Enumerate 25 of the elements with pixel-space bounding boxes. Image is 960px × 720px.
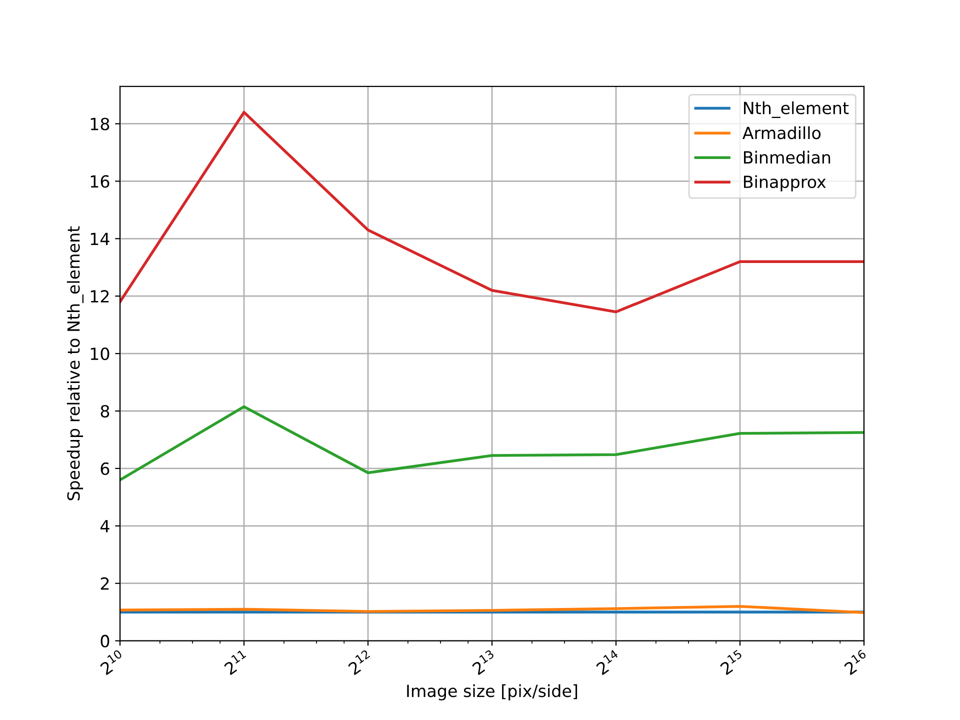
y-tick-label: 14	[90, 232, 110, 245]
line-series	[120, 405, 864, 482]
y-axis-title: Speedup relative to Nth_element	[66, 226, 84, 500]
y-tick-label: 12	[90, 290, 109, 302]
legend-label: Armadillo	[742, 126, 821, 140]
x-tick-label: 2$^{14}$	[594, 649, 622, 676]
x-tick-label: 2$^{16}$	[842, 649, 870, 676]
legend-label: Binmedian	[744, 150, 830, 164]
legend-label: Nth_element	[744, 101, 849, 118]
y-tick-label: 4	[100, 520, 110, 532]
x-tick-label: 2$^{12}$	[346, 649, 374, 676]
x-tick-label: 2$^{11}$	[222, 650, 250, 676]
x-tick-label: 2$^{10}$	[98, 649, 126, 676]
y-tick-label: 10	[90, 348, 110, 360]
line-series	[120, 604, 864, 614]
legend-label: Binapprox	[744, 175, 826, 192]
y-tick-label: 2	[100, 577, 109, 590]
y-tick-label: 16	[90, 175, 110, 188]
x-tick-label: 2$^{13}$	[470, 649, 498, 676]
y-tick-label: 6	[100, 462, 110, 476]
x-tick-label: 2$^{15}$	[718, 650, 746, 676]
y-tick-label: 8	[100, 404, 110, 418]
y-tick-label: 0	[100, 634, 110, 648]
x-axis-title: Image size [pix/side]	[407, 684, 578, 700]
y-tick-label: 18	[90, 118, 110, 130]
